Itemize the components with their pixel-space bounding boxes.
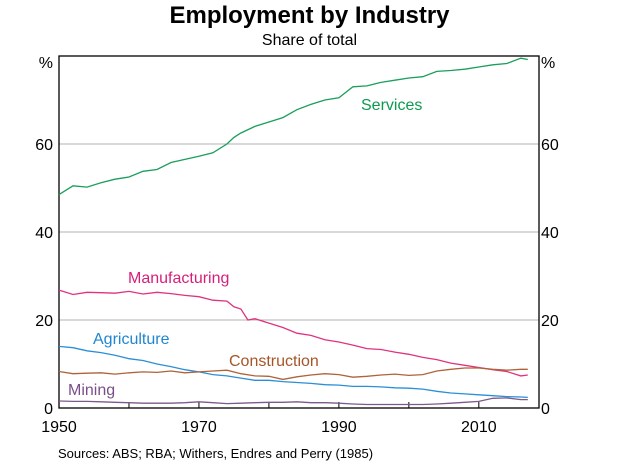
plot-frame (58, 55, 540, 409)
y-tick-label-left: 20 (35, 313, 53, 330)
series-line-construction (58, 367, 528, 381)
y-tick-label-left: 40 (35, 225, 53, 242)
y-unit-label-right: % (541, 55, 555, 72)
source-note: Sources: ABS; RBA; Withers, Endres and P… (58, 446, 374, 461)
series-line-services (58, 57, 528, 196)
x-tick-label: 1970 (181, 419, 217, 436)
series-label-agriculture: Agriculture (93, 331, 170, 348)
series-label-construction: Construction (229, 353, 319, 370)
series-line-agriculture (58, 345, 528, 399)
y-tick-label-right: 40 (541, 225, 559, 242)
x-tick-label: 1950 (41, 419, 77, 436)
series-line-mining (58, 397, 528, 406)
y-unit-label-left: % (39, 55, 53, 72)
x-tick-label: 1990 (321, 419, 357, 436)
y-tick-label-right: 60 (541, 137, 559, 154)
chart-subtitle: Share of total (261, 32, 358, 49)
series-line-manufacturing (58, 289, 528, 377)
y-tick-label-right: 20 (541, 313, 559, 330)
x-tick-label: 2010 (461, 419, 497, 436)
chart-title: Employment by Industry (169, 2, 450, 29)
y-tick-label-left: 60 (35, 137, 53, 154)
series-label-manufacturing: Manufacturing (128, 270, 229, 287)
y-tick-label-right: 0 (541, 401, 550, 418)
series-label-services: Services (361, 97, 422, 114)
y-tick-label-left: 0 (44, 401, 53, 418)
series-label-mining: Mining (68, 382, 115, 399)
